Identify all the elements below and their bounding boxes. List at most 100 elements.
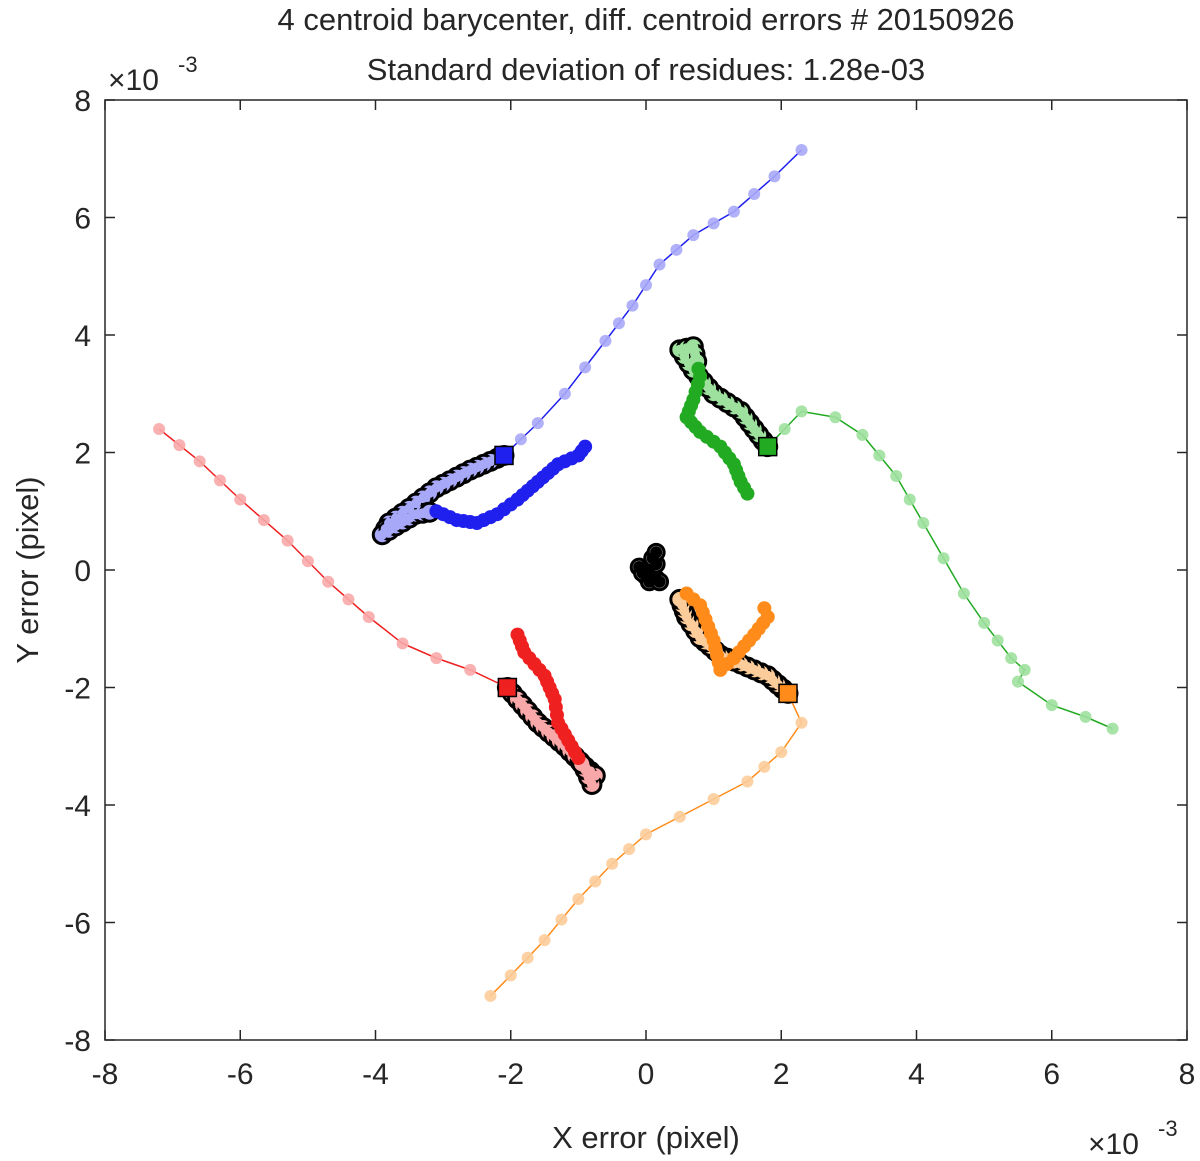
y-tick-label: 6 — [74, 203, 91, 236]
light-track-point — [890, 470, 903, 482]
light-track-point — [978, 616, 991, 629]
x-tick-label: -8 — [92, 1058, 119, 1091]
dark-track-point — [417, 493, 428, 504]
light-track-point — [687, 229, 700, 242]
y-tick-label: -2 — [64, 673, 91, 706]
x-tick-label: -2 — [497, 1058, 524, 1091]
start-square-marker — [497, 677, 518, 698]
light-track-point — [741, 775, 754, 788]
light-track-point — [626, 299, 639, 312]
light-track-point — [153, 423, 166, 435]
light-track-point — [707, 793, 720, 806]
light-track-point — [1106, 722, 1119, 735]
x-tick-label: -4 — [362, 1058, 389, 1091]
y-tick-label: 2 — [74, 438, 91, 471]
x-tick-label: -6 — [227, 1058, 254, 1091]
light-track-point — [673, 810, 686, 823]
light-track-point — [301, 555, 314, 568]
light-track-point — [856, 428, 869, 441]
start-square-marker — [494, 445, 514, 466]
light-track-point — [957, 587, 970, 600]
light-track-point — [257, 514, 270, 527]
dark-track-point — [578, 439, 593, 454]
light-track-point — [748, 188, 761, 200]
start-square-marker — [778, 683, 798, 704]
light-track-point — [1079, 710, 1092, 723]
light-track-point — [281, 534, 294, 547]
series-layer — [153, 143, 1119, 1002]
light-track-point — [778, 423, 791, 435]
light-track-point — [707, 217, 720, 230]
light-track-point — [599, 334, 612, 347]
light-track-point — [640, 828, 652, 841]
light-track-point — [504, 969, 517, 982]
light-track-point — [396, 637, 409, 650]
light-track-point — [430, 652, 443, 665]
light-track-point — [727, 205, 740, 218]
light-track-point — [579, 361, 592, 374]
light-track-point — [917, 517, 930, 529]
light-track-point — [991, 634, 1004, 647]
x-exponent-power: -3 — [1158, 1116, 1178, 1141]
chart-title: 4 centroid barycenter, diff. centroid er… — [278, 2, 1015, 37]
dark-track-point — [740, 486, 755, 501]
x-exponent: ×10 -3 — [1088, 1116, 1178, 1161]
plot-area: -8 -6 -4 -2 0 2 4 6 8 -8 -6 -4 -2 0 2 4 6 8 — [64, 85, 1195, 1091]
series-2 — [153, 423, 606, 795]
light-track-point — [1045, 699, 1058, 712]
series-1 — [669, 336, 1119, 735]
x-axis-ticks: -8 -6 -4 -2 0 2 4 6 8 — [92, 100, 1196, 1091]
chart-subtitle: Standard deviation of residues: 1.28e-03 — [367, 52, 925, 87]
light-track-point — [484, 989, 497, 1002]
y-axis-label: Y error (pixel) — [10, 476, 45, 663]
light-track-point — [1005, 652, 1018, 665]
dark-track-point — [431, 482, 442, 493]
light-track-point — [342, 593, 355, 606]
light-track-point — [362, 611, 375, 623]
light-track-point — [670, 243, 683, 256]
dark-track-point — [757, 601, 772, 616]
center-point-core — [636, 566, 649, 579]
light-track-point — [612, 317, 625, 330]
light-track-point — [538, 934, 551, 947]
x-tick-label: 6 — [1043, 1058, 1060, 1091]
x-tick-label: 0 — [638, 1058, 655, 1091]
light-track-point — [768, 170, 781, 183]
y-tick-label: 0 — [74, 555, 91, 588]
y-tick-label: -8 — [64, 1025, 91, 1058]
light-track-point — [1018, 663, 1031, 676]
center-point-core — [643, 575, 656, 588]
y-tick-label: -6 — [64, 908, 91, 941]
series-0 — [371, 143, 808, 546]
x-tick-label: 2 — [773, 1058, 790, 1091]
light-track-point — [606, 857, 619, 870]
light-track-line — [489, 693, 803, 997]
light-track-point — [873, 449, 886, 462]
y-exponent-power: -3 — [178, 52, 198, 77]
series-3 — [484, 586, 808, 1002]
light-track-point — [322, 575, 335, 588]
light-track-point — [464, 663, 477, 676]
dark-track-point — [411, 498, 422, 509]
y-axis-ticks: -8 -6 -4 -2 0 2 4 6 8 — [64, 85, 1187, 1058]
light-track-point — [758, 760, 771, 773]
light-track-point — [829, 411, 842, 424]
light-track-point — [903, 493, 916, 506]
center-point-core — [653, 575, 666, 588]
series-4 — [629, 542, 670, 592]
light-track-point — [623, 843, 636, 856]
light-track-point — [514, 433, 527, 446]
x-tick-label: 4 — [908, 1058, 925, 1091]
light-track-point — [234, 493, 247, 506]
light-track-point — [572, 893, 585, 905]
light-track-point — [795, 716, 808, 729]
light-track-point — [521, 951, 534, 964]
x-exponent-base: ×10 — [1088, 1128, 1139, 1161]
y-exponent: ×10 -3 — [108, 52, 198, 97]
light-track-line — [767, 410, 1113, 730]
light-track-point — [653, 258, 666, 271]
x-tick-label: 8 — [1179, 1058, 1196, 1091]
light-track-point — [555, 913, 568, 926]
y-tick-label: 8 — [74, 85, 91, 118]
light-track-point — [640, 279, 652, 292]
